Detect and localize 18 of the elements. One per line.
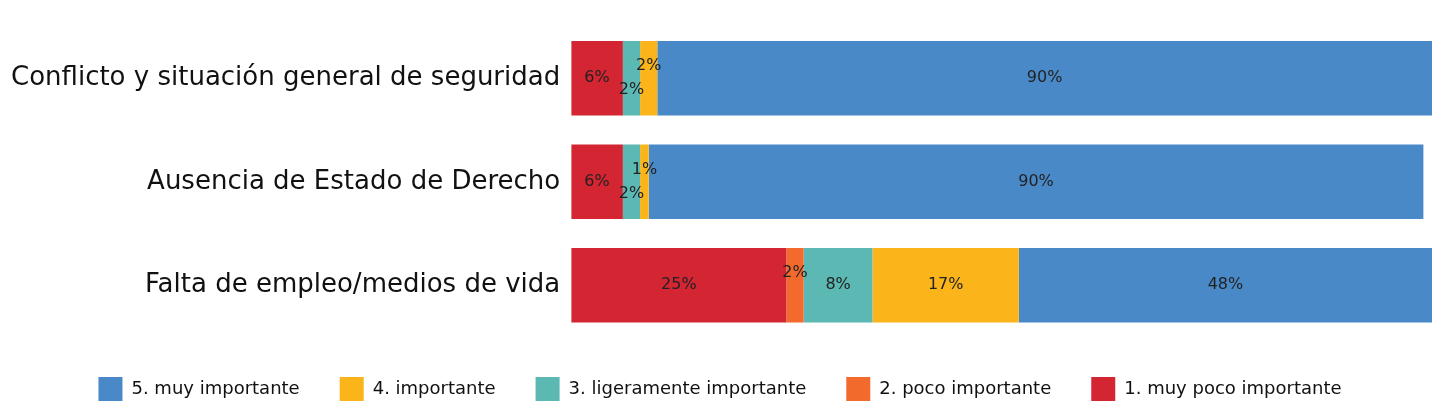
y-tick-label: Falta de empleo/medios de vida [145, 268, 561, 299]
data-label: 25% [661, 274, 697, 294]
data-label: 17% [927, 274, 964, 294]
data-label: 90% [1026, 67, 1063, 87]
legend-label: 5. muy importante [131, 376, 300, 398]
data-label: 6% [584, 170, 610, 190]
y-tick-label: Conflicto y situación general de seguridad [10, 61, 561, 92]
legend-label: 1. muy poco importante [1124, 376, 1342, 398]
data-label: 6% [584, 67, 610, 87]
legend-label: 3. ligeramente importante [568, 376, 807, 398]
bar [1018, 248, 1432, 323]
data-label: 8% [825, 274, 851, 294]
y-tick-label: Ausencia de Estado de Derecho [147, 164, 561, 195]
bar [872, 248, 1019, 323]
data-label: 90% [1018, 170, 1054, 190]
legend-label: 2. poco importante [879, 376, 1052, 398]
legend-label: 4. importante [372, 376, 496, 398]
data-label: 48% [1207, 274, 1244, 294]
